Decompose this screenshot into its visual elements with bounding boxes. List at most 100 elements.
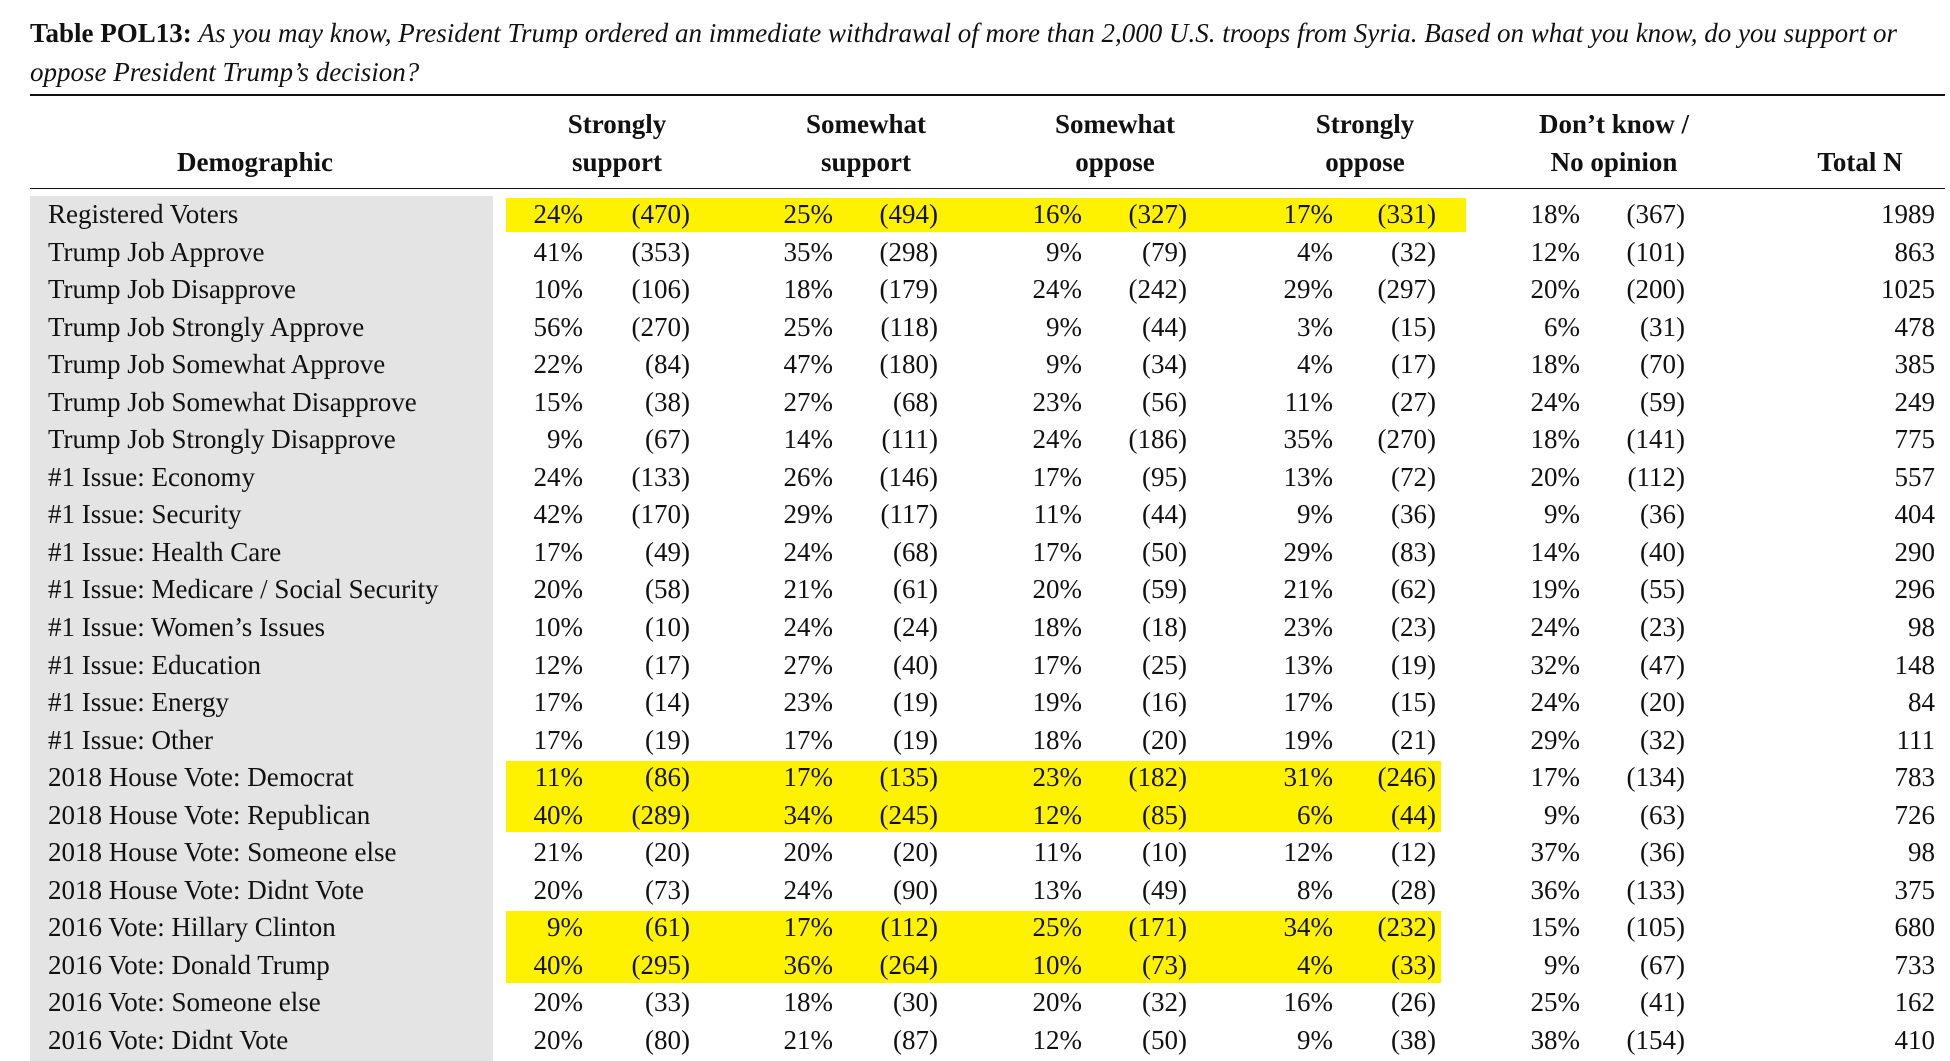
table-row: 2016 Vote: Donald Trump 40% (295) 36% (264) 1… (0, 947, 1950, 985)
cell-count: (170) (631, 499, 690, 530)
row-label: #1 Issue: Medicare / Social Security (48, 574, 439, 605)
cell-percent: 11% (1033, 499, 1083, 530)
cell-percent: 3% (1297, 311, 1333, 342)
cell-percent: 20% (1032, 987, 1083, 1018)
cell-count: (33) (645, 987, 690, 1018)
cell-count: (154) (1626, 1025, 1685, 1056)
cell-percent: 13% (1032, 874, 1083, 905)
cell-total: 249 (1894, 386, 1936, 417)
row-label: #1 Issue: Energy (48, 687, 229, 718)
cell-percent: 12% (533, 649, 584, 680)
header-col-3: Strongly oppose (1235, 105, 1495, 181)
cell-count: (27) (1391, 386, 1436, 417)
cell-percent: 16% (1283, 987, 1334, 1018)
cell-total: 84 (1908, 687, 1935, 718)
table-row: #1 Issue: Energy 17% (14) 23% (19) 19% (16) 17%… (0, 684, 1950, 722)
cell-count: (182) (1128, 762, 1187, 793)
row-label: #1 Issue: Security (48, 499, 242, 530)
cell-percent: 17% (1530, 762, 1581, 793)
cell-count: (105) (1626, 912, 1685, 943)
cell-percent: 15% (533, 386, 584, 417)
cell-count: (112) (1627, 461, 1685, 492)
cell-count: (118) (880, 311, 938, 342)
table-row: 2018 House Vote: Democrat 11% (86) 17% (135)… (0, 759, 1950, 797)
cell-total: 162 (1894, 987, 1936, 1018)
cell-count: (135) (879, 762, 938, 793)
cell-count: (101) (1626, 236, 1685, 267)
cell-count: (87) (893, 1025, 938, 1056)
table-row: #1 Issue: Medicare / Social Security 20% (… (0, 571, 1950, 609)
cell-percent: 24% (1530, 612, 1581, 643)
cell-percent: 6% (1544, 311, 1580, 342)
cell-percent: 36% (783, 949, 834, 980)
table-row: #1 Issue: Other 17% (19) 17% (19) 18% (20) 19% (… (0, 722, 1950, 760)
cell-count: (32) (1391, 236, 1436, 267)
cell-percent: 6% (1297, 799, 1333, 830)
row-label: #1 Issue: Education (48, 649, 261, 680)
header-line: oppose (1075, 147, 1155, 177)
cell-percent: 8% (1297, 874, 1333, 905)
cell-percent: 23% (1032, 386, 1083, 417)
table-body: Registered Voters 24% (470) 25% (494) 16% (327… (0, 196, 1950, 1060)
highlight-band (506, 761, 1441, 833)
cell-count: (59) (1142, 574, 1187, 605)
cell-count: (494) (879, 199, 938, 229)
cell-percent: 18% (1032, 612, 1083, 643)
cell-percent: 9% (1297, 1025, 1333, 1056)
cell-count: (20) (893, 837, 938, 868)
row-label: #1 Issue: Women’s Issues (48, 612, 326, 643)
cell-total: 290 (1894, 536, 1936, 567)
cell-count: (111) (881, 424, 938, 455)
cell-count: (186) (1128, 424, 1187, 455)
cell-total: 733 (1894, 949, 1936, 980)
table-row: 2018 House Vote: Republican 40% (289) 34% (2… (0, 797, 1950, 835)
cell-percent: 18% (783, 274, 834, 305)
cell-percent: 29% (783, 499, 834, 530)
table-label: Table POL13: (30, 18, 192, 48)
header-line: Somewhat (806, 109, 926, 139)
cell-count: (331) (1377, 199, 1436, 229)
cell-count: (67) (1640, 949, 1685, 980)
header-rule (30, 188, 1945, 189)
cell-percent: 47% (783, 349, 834, 380)
cell-count: (28) (1391, 874, 1436, 905)
cell-total: 726 (1894, 799, 1936, 830)
cell-count: (30) (893, 987, 938, 1018)
cell-percent: 20% (1530, 274, 1581, 305)
cell-percent: 17% (783, 912, 834, 943)
cell-count: (49) (645, 536, 690, 567)
cell-count: (61) (645, 912, 690, 943)
cell-total: 410 (1894, 1025, 1936, 1056)
cell-count: (80) (645, 1025, 690, 1056)
row-label: #1 Issue: Other (48, 724, 213, 755)
cell-percent: 13% (1283, 461, 1334, 492)
cell-percent: 12% (1283, 837, 1334, 868)
cell-count: (38) (645, 386, 690, 417)
cell-percent: 32% (1530, 649, 1581, 680)
cell-count: (24) (893, 612, 938, 643)
table-row: Registered Voters 24% (470) 25% (494) 16% (327… (0, 196, 1950, 234)
cell-count: (179) (879, 274, 938, 305)
cell-percent: 12% (1032, 1025, 1083, 1056)
cell-count: (67) (645, 424, 690, 455)
cell-percent: 24% (783, 536, 834, 567)
row-label: 2016 Vote: Hillary Clinton (48, 912, 336, 943)
header-col-0: Strongly support (487, 105, 747, 181)
cell-count: (470) (631, 199, 690, 229)
cell-percent: 9% (1297, 499, 1333, 530)
cell-count: (47) (1640, 649, 1685, 680)
row-label: Trump Job Somewhat Disapprove (48, 386, 417, 417)
cell-count: (297) (1377, 274, 1436, 305)
header-col-1: Somewhat support (736, 105, 996, 181)
table-row: #1 Issue: Economy 24% (133) 26% (146) 17% (95)… (0, 459, 1950, 497)
cell-count: (232) (1377, 912, 1436, 943)
cell-count: (133) (631, 461, 690, 492)
cell-count: (83) (1391, 536, 1436, 567)
row-label: 2016 Vote: Someone else (48, 987, 321, 1018)
cell-count: (112) (880, 912, 938, 943)
header-line: No opinion (1550, 147, 1678, 177)
header-col-4: Don’t know / No opinion (1484, 105, 1744, 181)
cell-percent: 10% (1032, 949, 1083, 980)
cell-count: (62) (1391, 574, 1436, 605)
table-row: Trump Job Somewhat Approve 22% (84) 47% (180… (0, 346, 1950, 384)
